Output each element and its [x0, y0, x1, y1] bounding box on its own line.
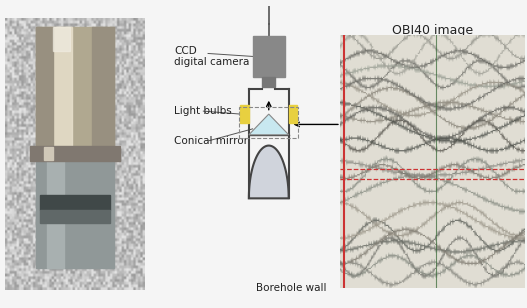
Bar: [289, 105, 297, 123]
Text: Borehole wall: Borehole wall: [256, 283, 327, 293]
Bar: [31, 146, 120, 161]
Bar: [252, 36, 285, 77]
Bar: [36, 160, 114, 268]
Text: OBI40 image: OBI40 image: [392, 24, 473, 37]
Bar: [92, 26, 114, 148]
Polygon shape: [249, 146, 289, 198]
Bar: [239, 107, 298, 138]
Text: Conical mirror: Conical mirror: [174, 136, 248, 146]
Bar: [36, 26, 114, 148]
Bar: [240, 105, 249, 123]
Bar: [47, 160, 64, 268]
Bar: [53, 26, 70, 51]
Bar: [40, 210, 110, 223]
Polygon shape: [249, 114, 289, 135]
Text: CCD
digital camera: CCD digital camera: [174, 46, 249, 67]
Bar: [47, 26, 72, 148]
Bar: [40, 195, 110, 209]
Bar: [36, 26, 53, 148]
Text: Light bulbs: Light bulbs: [174, 106, 232, 116]
Bar: [44, 147, 53, 160]
Bar: [262, 77, 276, 87]
